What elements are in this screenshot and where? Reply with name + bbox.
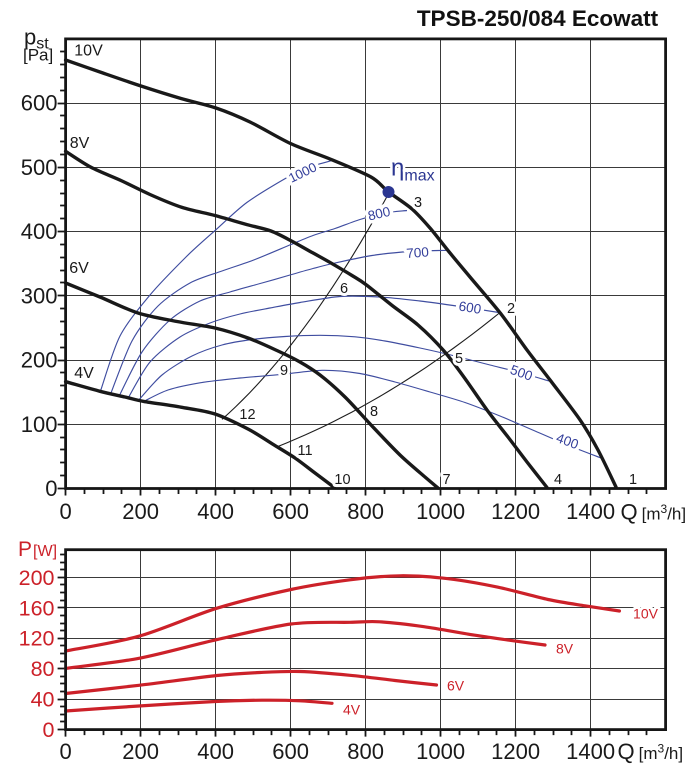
- svg-text:10V: 10V: [74, 43, 103, 60]
- svg-text:0: 0: [43, 718, 55, 742]
- svg-text:80: 80: [31, 657, 55, 681]
- svg-text:Q[m3/h]: Q [m3/h]: [621, 500, 687, 525]
- svg-text:200: 200: [122, 739, 159, 764]
- svg-text:5: 5: [455, 351, 463, 367]
- svg-text:10V: 10V: [633, 606, 659, 622]
- svg-text:800: 800: [347, 499, 384, 524]
- svg-text:400: 400: [197, 499, 234, 524]
- svg-text:400: 400: [21, 219, 58, 244]
- svg-text:TPSB-250/084 Ecowatt: TPSB-250/084 Ecowatt: [417, 6, 659, 31]
- svg-text:6V: 6V: [447, 678, 465, 694]
- svg-text:160: 160: [19, 596, 55, 620]
- svg-text:4V: 4V: [343, 702, 361, 718]
- svg-text:8V: 8V: [70, 135, 90, 152]
- svg-text:12: 12: [239, 407, 255, 423]
- svg-text:600: 600: [272, 739, 309, 764]
- svg-text:1000: 1000: [416, 499, 465, 524]
- svg-text:4: 4: [554, 472, 562, 488]
- svg-text:7: 7: [442, 472, 450, 488]
- svg-text:0: 0: [45, 476, 57, 501]
- svg-text:11: 11: [297, 443, 312, 459]
- svg-text:800: 800: [347, 739, 384, 764]
- svg-text:1: 1: [629, 472, 637, 488]
- svg-text:100: 100: [21, 412, 58, 437]
- svg-text:6V: 6V: [69, 260, 89, 277]
- svg-text:200: 200: [122, 499, 159, 524]
- svg-text:2: 2: [507, 301, 515, 317]
- svg-text:9: 9: [280, 363, 288, 379]
- svg-text:P[W]: P[W]: [18, 538, 57, 561]
- svg-text:400: 400: [197, 739, 234, 764]
- svg-text:4V: 4V: [74, 365, 94, 382]
- svg-text:200: 200: [21, 348, 58, 373]
- svg-text:6: 6: [340, 281, 348, 297]
- svg-text:200: 200: [19, 566, 55, 590]
- svg-text:1200: 1200: [491, 739, 540, 764]
- svg-text:8: 8: [370, 404, 378, 420]
- svg-text:300: 300: [21, 283, 58, 308]
- svg-text:0: 0: [59, 739, 71, 764]
- svg-text:600: 600: [272, 499, 309, 524]
- svg-text:1200: 1200: [491, 499, 540, 524]
- svg-text:1400: 1400: [566, 739, 615, 764]
- svg-text:[Pa]: [Pa]: [23, 46, 53, 65]
- svg-text:1000: 1000: [416, 739, 465, 764]
- svg-text:40: 40: [31, 688, 55, 712]
- svg-text:10: 10: [334, 472, 350, 488]
- svg-text:1400: 1400: [566, 499, 615, 524]
- svg-text:500: 500: [21, 155, 58, 180]
- svg-text:700: 700: [406, 244, 430, 261]
- svg-text:120: 120: [19, 627, 55, 651]
- svg-text:3: 3: [414, 195, 422, 211]
- svg-text:Q[m3/h]: Q [m3/h]: [618, 739, 684, 764]
- svg-text:600: 600: [21, 91, 58, 116]
- svg-text:0: 0: [59, 499, 71, 524]
- svg-text:8V: 8V: [556, 641, 574, 657]
